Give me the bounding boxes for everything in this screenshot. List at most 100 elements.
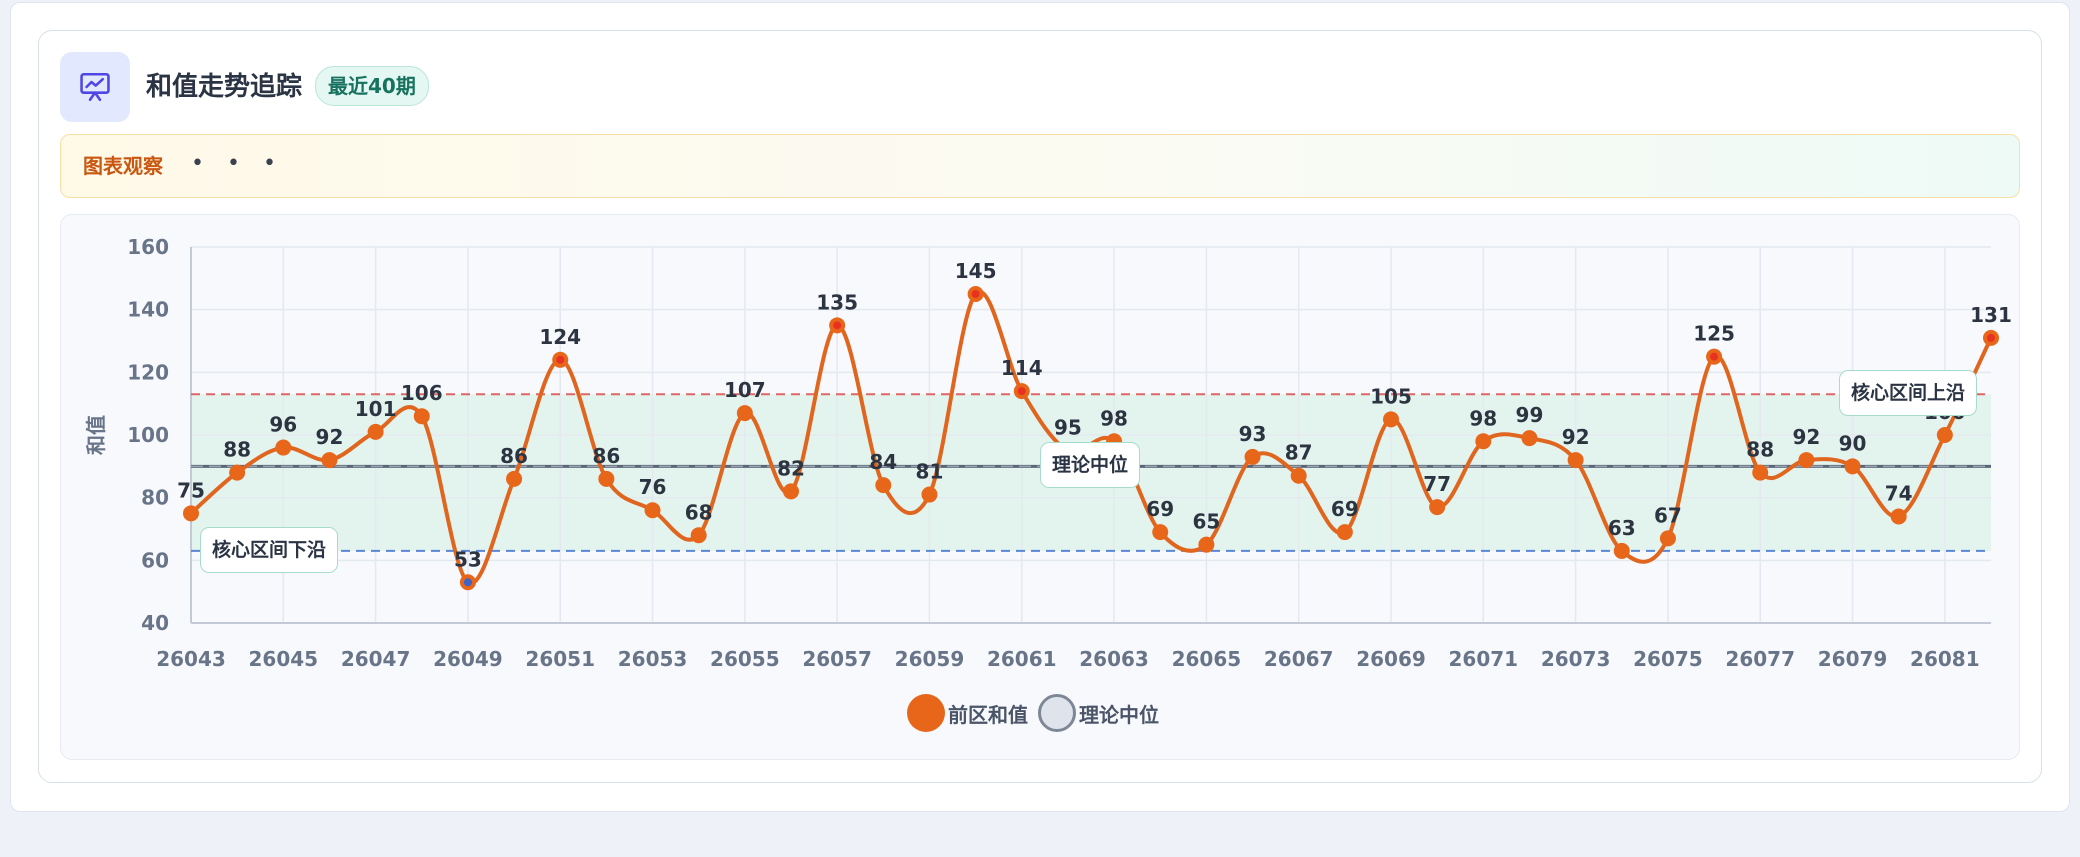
data-point (413, 408, 430, 425)
data-point (275, 439, 292, 456)
data-point-high-marker (833, 321, 842, 330)
data-label: 107 (724, 378, 766, 402)
data-label: 86 (500, 444, 528, 468)
x-tick-label: 26047 (341, 647, 411, 671)
data-label: 114 (1001, 356, 1043, 380)
callout-median: 理论中位 (1040, 442, 1141, 488)
x-tick-label: 26057 (802, 647, 872, 671)
data-label: 145 (955, 259, 997, 283)
data-point (1429, 499, 1446, 516)
y-tick-label: 160 (127, 235, 169, 259)
data-label: 88 (223, 438, 251, 462)
y-tick-label: 60 (141, 548, 169, 572)
observation-bar[interactable]: 图表观察 • • • (60, 134, 2020, 198)
data-label: 106 (401, 381, 443, 405)
x-tick-label: 26049 (433, 647, 503, 671)
x-tick-label: 26065 (1172, 647, 1242, 671)
data-label: 75 (177, 478, 205, 502)
data-point (1752, 464, 1769, 481)
data-label: 105 (1370, 384, 1412, 408)
y-axis-label: 和值 (84, 415, 108, 455)
callout-core-upper: 核心区间上沿 (1839, 370, 1978, 416)
x-tick-label: 26079 (1818, 647, 1888, 671)
data-label: 67 (1654, 503, 1682, 527)
data-point (1152, 524, 1169, 541)
data-point (321, 452, 338, 469)
data-label: 95 (1054, 416, 1082, 440)
x-tick-label: 26073 (1541, 647, 1611, 671)
observation-label: 图表观察 (83, 154, 163, 178)
data-point (644, 502, 661, 519)
data-point (1567, 452, 1584, 469)
x-tick-label: 26069 (1356, 647, 1426, 671)
data-point (690, 527, 707, 544)
y-tick-label: 80 (141, 486, 169, 510)
data-point (1336, 524, 1353, 541)
x-tick-label: 26045 (249, 647, 319, 671)
data-point (1521, 430, 1538, 447)
data-label: 92 (1792, 425, 1820, 449)
data-point-high-marker (1017, 387, 1026, 396)
data-point (1244, 448, 1261, 465)
data-point (506, 470, 523, 487)
data-point (1290, 467, 1307, 484)
y-tick-label: 140 (127, 298, 169, 322)
data-label: 92 (1562, 425, 1590, 449)
data-label: 65 (1192, 510, 1220, 534)
data-label: 69 (1331, 497, 1359, 521)
data-point (921, 486, 938, 503)
data-label: 88 (1746, 438, 1774, 462)
y-tick-label: 40 (141, 611, 169, 635)
legend-item-median[interactable]: 理论中位 (1038, 690, 1159, 736)
data-point-high-marker (971, 290, 980, 298)
data-point (183, 505, 199, 522)
data-label: 92 (316, 425, 344, 449)
data-point-high-marker (556, 355, 565, 364)
data-point-low-marker (463, 578, 472, 587)
data-point-high-marker (1710, 352, 1719, 361)
data-label: 86 (592, 444, 620, 468)
data-point (229, 464, 246, 481)
period-badge: 最近40期 (315, 66, 429, 106)
data-label: 90 (1839, 431, 1867, 455)
data-label: 81 (916, 460, 944, 484)
callout-core-lower: 核心区间下沿 (200, 527, 339, 573)
data-label: 124 (539, 325, 581, 349)
observation-dots: • • • (191, 151, 284, 176)
data-point (367, 423, 384, 440)
x-tick-label: 26055 (710, 647, 780, 671)
data-point (598, 470, 615, 487)
data-label: 131 (1970, 303, 2012, 327)
x-tick-label: 26075 (1633, 647, 1703, 671)
y-tick-label: 100 (127, 423, 169, 447)
data-label: 101 (355, 397, 397, 421)
data-point (1659, 530, 1676, 547)
legend-label-sum: 前区和值 (948, 702, 1028, 727)
data-label: 99 (1516, 403, 1544, 427)
x-tick-label: 26051 (525, 647, 595, 671)
data-label: 87 (1285, 441, 1313, 465)
y-tick-label: 120 (127, 360, 169, 384)
x-tick-label: 26067 (1264, 647, 1334, 671)
data-label: 93 (1239, 422, 1267, 446)
data-label: 77 (1423, 472, 1451, 496)
data-point (1475, 433, 1492, 450)
legend-item-sum[interactable]: 前区和值 (907, 690, 1028, 736)
legend-swatch-sum (907, 694, 945, 732)
chart-legend: 前区和值 理论中位 (0, 690, 2080, 736)
data-label: 84 (869, 450, 897, 474)
chart-title: 和值走势追踪 (146, 72, 303, 102)
data-point (1798, 452, 1815, 469)
data-point (1936, 427, 1953, 443)
data-label: 98 (1100, 406, 1128, 430)
data-point-high-marker (1987, 333, 1995, 342)
data-point (875, 477, 892, 494)
legend-swatch-median (1038, 694, 1076, 732)
data-label: 63 (1608, 516, 1636, 540)
x-tick-label: 26081 (1910, 647, 1980, 671)
data-point (1383, 411, 1399, 428)
data-label: 98 (1469, 406, 1497, 430)
data-point (1890, 508, 1907, 525)
data-label: 76 (639, 475, 667, 499)
data-label: 69 (1146, 497, 1174, 521)
